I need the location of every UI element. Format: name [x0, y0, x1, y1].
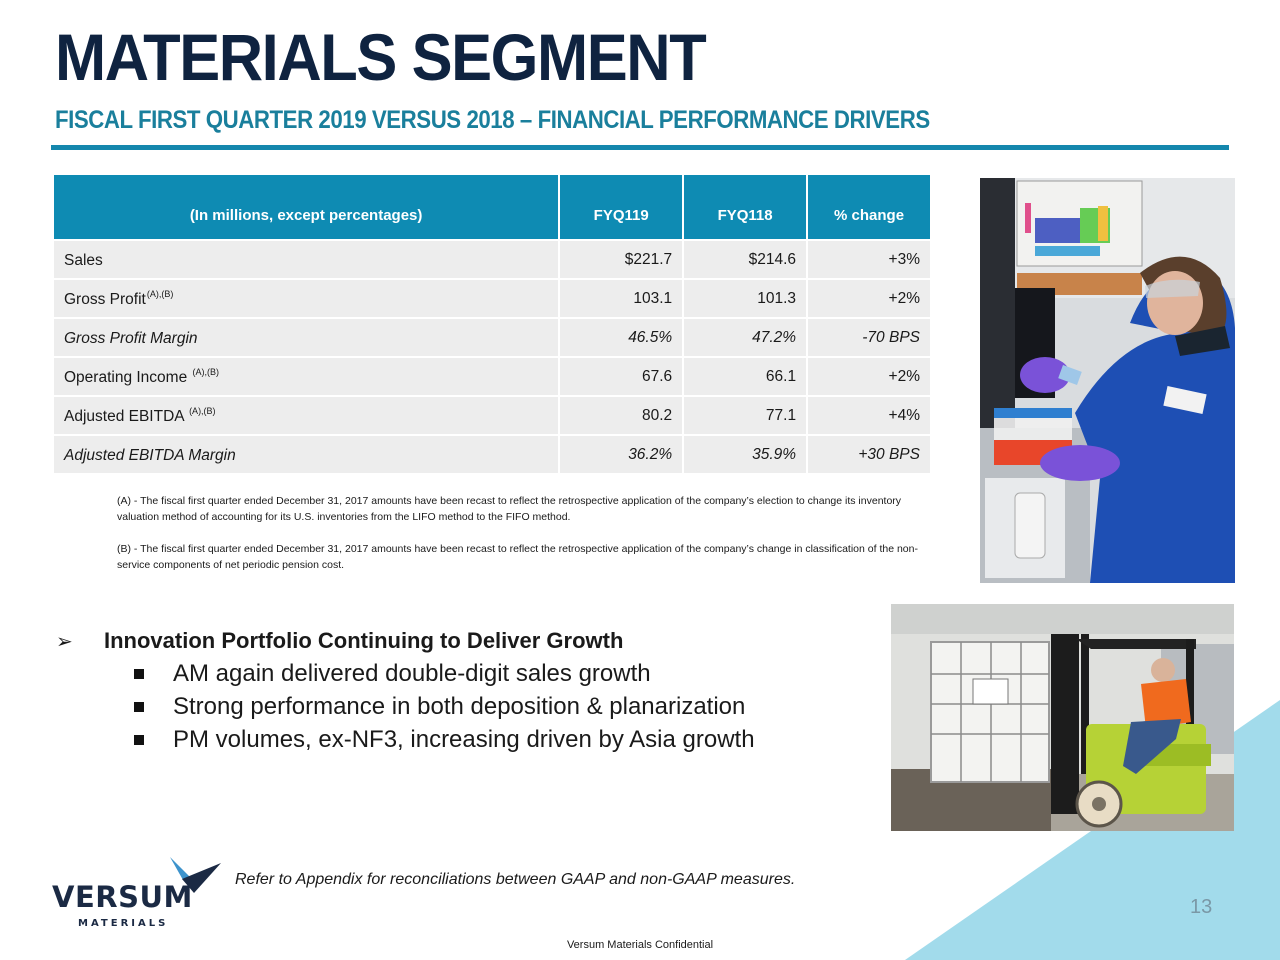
row-label: Operating Income (A),(B): [54, 358, 559, 395]
highlight-heading: ➢ Innovation Portfolio Continuing to Del…: [56, 625, 755, 657]
cell-fyq118: 77.1: [684, 397, 807, 434]
cell-fyq119: 103.1: [560, 280, 683, 317]
list-item: Strong performance in both deposition & …: [56, 690, 755, 723]
square-bullet-icon: [134, 701, 144, 712]
cell-change: +3%: [808, 241, 930, 278]
list-item-text: AM again delivered double-digit sales gr…: [173, 659, 651, 687]
footnote-a: (A) - The fiscal first quarter ended Dec…: [117, 495, 902, 523]
forklift-photo: [891, 604, 1234, 831]
table-header-row: (In millions, except percentages) FYQ119…: [54, 175, 930, 239]
table-row: Operating Income (A),(B) 67.6 66.1 +2%: [54, 358, 930, 395]
cell-change: +2%: [808, 280, 930, 317]
square-bullet-icon: [134, 668, 144, 679]
page-number: 13: [1190, 896, 1213, 918]
cell-change: -70 BPS: [808, 319, 930, 356]
footnote-ref: (A),(B): [146, 288, 174, 299]
arrowhead-bullet-icon: ➢: [56, 630, 73, 653]
versum-logo-mark-icon: VERSUM MATERIALS: [52, 857, 221, 929]
appendix-note: Refer to Appendix for reconciliations be…: [235, 871, 796, 888]
cell-fyq118: 47.2%: [684, 319, 807, 356]
table-row: Sales $221.7 $214.6 +3%: [54, 241, 930, 278]
cell-fyq118: 66.1: [684, 358, 807, 395]
table-footnotes: (A) - The fiscal first quarter ended Dec…: [117, 493, 927, 573]
table-row: Adjusted EBITDA Margin 36.2% 35.9% +30 B…: [54, 436, 930, 473]
page-title: MATERIALS SEGMENT: [55, 20, 707, 94]
versum-logo: VERSUM MATERIALS: [50, 855, 225, 930]
column-header-fyq118: FYQ118: [684, 175, 807, 239]
cell-fyq119: 46.5%: [560, 319, 683, 356]
footnote-ref: (A),(B): [189, 405, 216, 416]
page-subtitle: FISCAL FIRST QUARTER 2019 VERSUS 2018 – …: [55, 106, 930, 134]
cell-fyq119: 67.6: [560, 358, 683, 395]
column-header-fyq119: FYQ119: [560, 175, 683, 239]
list-item-text: PM volumes, ex-NF3, increasing driven by…: [173, 725, 755, 753]
lab-scientist-image: [980, 178, 1235, 583]
column-header-change: % change: [808, 175, 930, 239]
lab-photo: [980, 178, 1235, 583]
list-item: AM again delivered double-digit sales gr…: [56, 657, 755, 690]
cell-fyq118: 101.3: [684, 280, 807, 317]
row-label: Sales: [54, 241, 559, 278]
cell-fyq118: $214.6: [684, 241, 807, 278]
cell-fyq118: 35.9%: [684, 436, 807, 473]
table-row: Gross Profit(A),(B) 103.1 101.3 +2%: [54, 280, 930, 317]
row-label: Gross Profit(A),(B): [54, 280, 559, 317]
row-label: Adjusted EBITDA Margin: [54, 436, 559, 473]
cell-change: +30 BPS: [808, 436, 930, 473]
row-label: Gross Profit Margin: [54, 319, 559, 356]
cell-change: +4%: [808, 397, 930, 434]
cell-fyq119: 80.2: [560, 397, 683, 434]
column-header-metric: (In millions, except percentages): [54, 175, 559, 239]
square-bullet-icon: [134, 734, 144, 745]
title-divider: [51, 145, 1229, 150]
forklift-image: [891, 604, 1234, 831]
footnote-b: (B) - The fiscal first quarter ended Dec…: [117, 543, 918, 571]
highlights-list: ➢ Innovation Portfolio Continuing to Del…: [56, 625, 755, 756]
list-item: PM volumes, ex-NF3, increasing driven by…: [56, 723, 755, 756]
financial-table: (In millions, except percentages) FYQ119…: [52, 173, 932, 475]
highlight-heading-text: Innovation Portfolio Continuing to Deliv…: [104, 628, 624, 653]
row-label: Adjusted EBITDA (A),(B): [54, 397, 559, 434]
list-item-text: Strong performance in both deposition & …: [173, 692, 746, 720]
confidential-notice: Versum Materials Confidential: [566, 939, 714, 951]
cell-fyq119: 36.2%: [560, 436, 683, 473]
cell-fyq119: $221.7: [560, 241, 683, 278]
table-row: Gross Profit Margin 46.5% 47.2% -70 BPS: [54, 319, 930, 356]
cell-change: +2%: [808, 358, 930, 395]
svg-text:MATERIALS: MATERIALS: [78, 918, 168, 929]
table-row: Adjusted EBITDA (A),(B) 80.2 77.1 +4%: [54, 397, 930, 434]
footnote-ref: (A),(B): [192, 366, 220, 377]
svg-text:VERSUM: VERSUM: [52, 880, 193, 914]
